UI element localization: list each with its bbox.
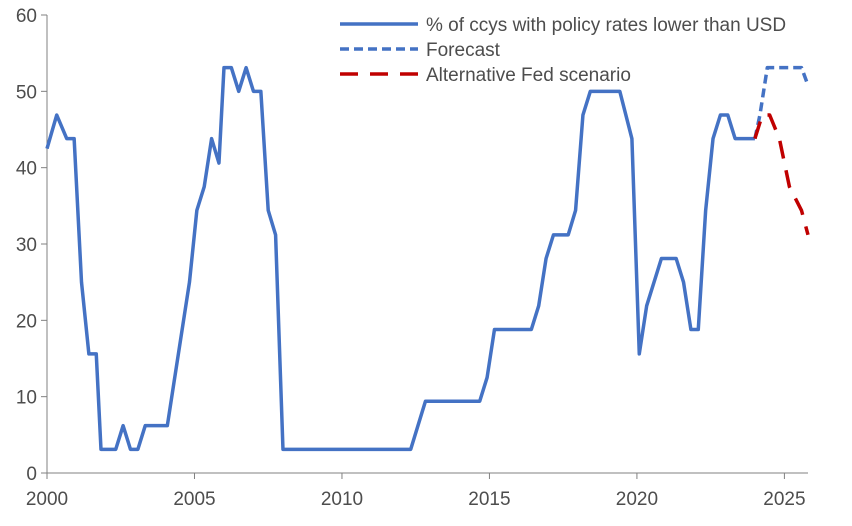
x-tick-label: 2005 (173, 489, 215, 510)
x-tick-label: 2015 (468, 489, 510, 510)
y-tick-label: 30 (16, 235, 37, 256)
y-tick-label: 0 (26, 464, 37, 485)
y-axis: 0 10 20 30 40 50 60 (16, 6, 48, 485)
legend-label-alternative-fed-scenario: Alternative Fed scenario (426, 65, 631, 86)
series-lines (45, 65, 810, 452)
x-tick-label: 2000 (26, 489, 68, 510)
series-line-of-ccys-with-policy-rates-lower-than-usd (45, 65, 755, 452)
x-tick-label: 2010 (321, 489, 363, 510)
x-axis: 2000 2005 2010 2015 2020 2025 (26, 472, 808, 510)
y-tick-label: 10 (16, 388, 37, 409)
x-tick-label: 2025 (763, 489, 805, 510)
y-tick-label: 40 (16, 159, 37, 180)
legend-label-of-ccys-with-policy-rates-lower-than-usd: % of ccys with policy rates lower than U… (426, 15, 786, 36)
legend-label-forecast: Forecast (426, 40, 501, 61)
series-line-alternative-fed-scenario (753, 113, 810, 236)
y-tick-label: 50 (16, 82, 37, 103)
y-tick-label: 20 (16, 311, 37, 332)
y-tick-label: 60 (16, 6, 37, 27)
x-tick-label: 2020 (616, 489, 658, 510)
series-line-forecast (753, 65, 810, 140)
legend: % of ccys with policy rates lower than U… (340, 15, 786, 86)
